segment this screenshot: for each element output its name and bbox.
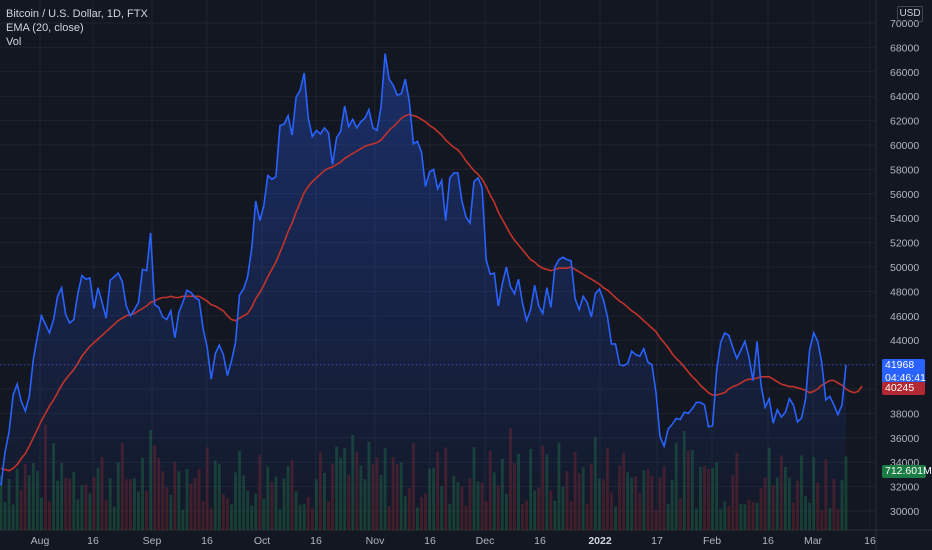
y-tick-label: 46000 bbox=[890, 311, 919, 323]
y-tick-label: 52000 bbox=[890, 238, 919, 250]
x-tick-label: 16 bbox=[534, 535, 546, 547]
last-price-value: 41968 bbox=[885, 359, 915, 371]
chart-legend: Bitcoin / U.S. Dollar, 1D, FTX EMA (20, … bbox=[6, 7, 148, 49]
x-tick-label: 16 bbox=[201, 535, 213, 547]
x-tick-label: 16 bbox=[864, 535, 876, 547]
bar-countdown: 04:46:41 bbox=[885, 372, 926, 384]
x-tick-label: 16 bbox=[762, 535, 774, 547]
y-tick-label: 48000 bbox=[890, 286, 919, 298]
x-tick-label: 17 bbox=[651, 535, 663, 547]
x-tick-label: 16 bbox=[87, 535, 99, 547]
x-tick-label: Mar bbox=[804, 535, 823, 547]
time-axis[interactable]: Aug 16 Sep 16 Oct 16 Nov 16 Dec 16 2022 17 Feb 16 Mar 1… bbox=[31, 535, 876, 547]
volume-value-tag: 712.601M bbox=[882, 465, 932, 478]
symbol-title[interactable]: Bitcoin / U.S. Dollar, 1D, FTX bbox=[6, 8, 148, 20]
y-tick-label: 60000 bbox=[890, 140, 919, 152]
y-tick-label: 66000 bbox=[890, 67, 919, 79]
x-tick-label: Nov bbox=[366, 535, 385, 547]
x-tick-label: Aug bbox=[31, 535, 50, 547]
ema-indicator-label[interactable]: EMA (20, close) bbox=[6, 22, 84, 34]
y-tick-label: 36000 bbox=[890, 433, 919, 445]
y-tick-label: 32000 bbox=[890, 482, 919, 494]
y-tick-label: 50000 bbox=[890, 262, 919, 274]
volume-indicator-label[interactable]: Vol bbox=[6, 36, 22, 48]
y-tick-label: 64000 bbox=[890, 91, 919, 103]
price-line bbox=[0, 53, 847, 486]
last-price-tag: 41968 04:46:41 bbox=[882, 359, 926, 385]
price-axis[interactable]: 3000032000340003600038000400004200044000… bbox=[890, 18, 919, 518]
y-tick-label: 30000 bbox=[890, 506, 919, 518]
price-area-fill bbox=[1, 53, 846, 530]
x-tick-label: 2022 bbox=[588, 535, 612, 547]
y-tick-label: 38000 bbox=[890, 408, 919, 420]
x-tick-label: 16 bbox=[424, 535, 436, 547]
y-tick-label: 54000 bbox=[890, 213, 919, 225]
y-tick-label: 56000 bbox=[890, 189, 919, 201]
y-tick-label: 68000 bbox=[890, 42, 919, 54]
x-tick-label: Oct bbox=[254, 535, 270, 547]
ema-line bbox=[0, 113, 863, 472]
currency-button[interactable]: USD bbox=[897, 6, 923, 22]
ema-value-tag: 40245 bbox=[882, 382, 925, 395]
x-tick-label: Feb bbox=[703, 535, 721, 547]
x-tick-label: 16 bbox=[310, 535, 322, 547]
y-tick-label: 44000 bbox=[890, 335, 919, 347]
x-tick-label: Dec bbox=[476, 535, 495, 547]
series-layer bbox=[0, 53, 876, 530]
y-tick-label: 62000 bbox=[890, 116, 919, 128]
x-tick-label: Sep bbox=[143, 535, 162, 547]
y-tick-label: 58000 bbox=[890, 164, 919, 176]
